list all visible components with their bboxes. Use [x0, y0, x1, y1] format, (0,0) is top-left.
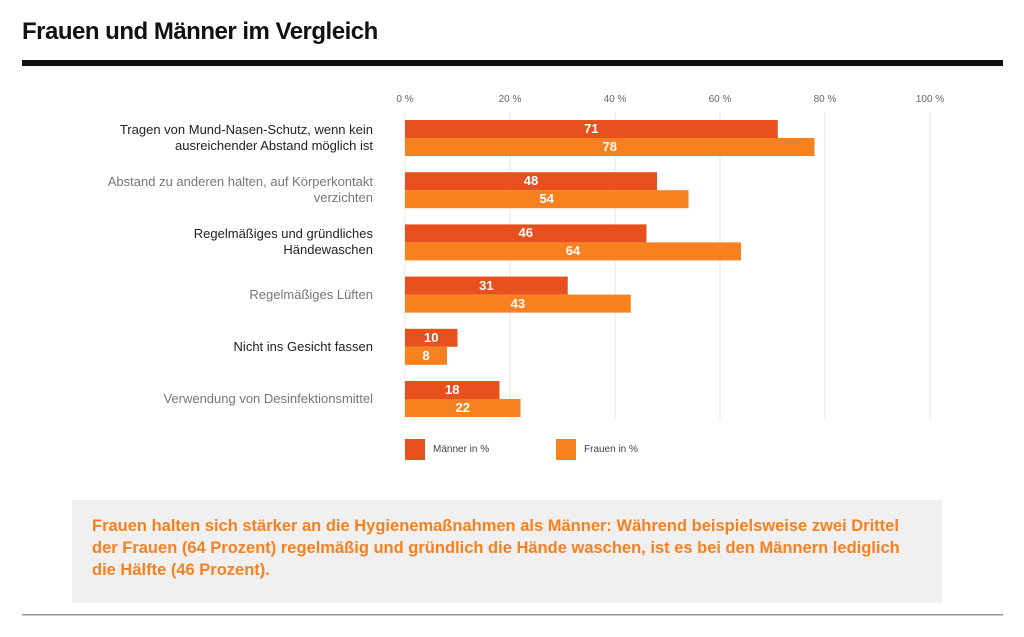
value-label: 78 [602, 139, 617, 154]
bar [405, 120, 778, 138]
legend-swatch [405, 439, 425, 460]
bar [405, 294, 631, 313]
bar [405, 190, 689, 209]
x-tick-label: 60 % [708, 94, 732, 105]
category-label: Regelmäßiges Lüften [249, 286, 373, 302]
bar [405, 346, 447, 365]
value-label: 64 [565, 243, 581, 259]
value-label: 71 [584, 121, 599, 136]
value-label: 48 [523, 173, 539, 189]
value-label: 22 [455, 400, 470, 415]
legend-swatch [556, 439, 576, 460]
x-tick-label: 40 % [603, 94, 627, 105]
value-label: 8 [422, 347, 430, 363]
bar [405, 224, 647, 243]
category-label: Regelmäßiges und gründliches Händewasche… [193, 226, 373, 258]
bar [405, 172, 657, 191]
value-label: 18 [445, 382, 460, 397]
value-label: 54 [539, 191, 554, 207]
legend-label: Frauen in % [584, 444, 638, 455]
bar [405, 138, 815, 156]
bar [405, 328, 458, 347]
title-rule [22, 60, 1003, 66]
value-label: 46 [518, 225, 533, 241]
x-tick-label: 0 % [396, 94, 414, 105]
x-tick-label: 20 % [498, 94, 522, 105]
page-title: Frauen und Männer im Vergleich [22, 18, 378, 45]
category-label: Verwendung von Desinfektionsmittel [163, 391, 373, 406]
value-label: 31 [479, 277, 494, 293]
category-label: Tragen von Mund-Nasen-Schutz, wenn kein … [119, 122, 373, 153]
bar [405, 399, 521, 417]
bar [405, 276, 568, 295]
x-tick-label: 80 % [813, 94, 837, 105]
bottom-rule [22, 614, 1003, 616]
category-label: Nicht ins Gesicht fassen [233, 338, 373, 354]
value-label: 10 [424, 329, 439, 345]
value-label: 43 [510, 295, 526, 311]
bar [405, 242, 741, 261]
bar [405, 381, 500, 399]
category-label: Abstand zu anderen halten, auf Körperkon… [107, 174, 373, 206]
x-tick-label: 100 % [915, 94, 945, 105]
legend-label: Männer in % [433, 444, 490, 455]
note: Frauen halten sich stärker an die Hygien… [72, 500, 942, 603]
